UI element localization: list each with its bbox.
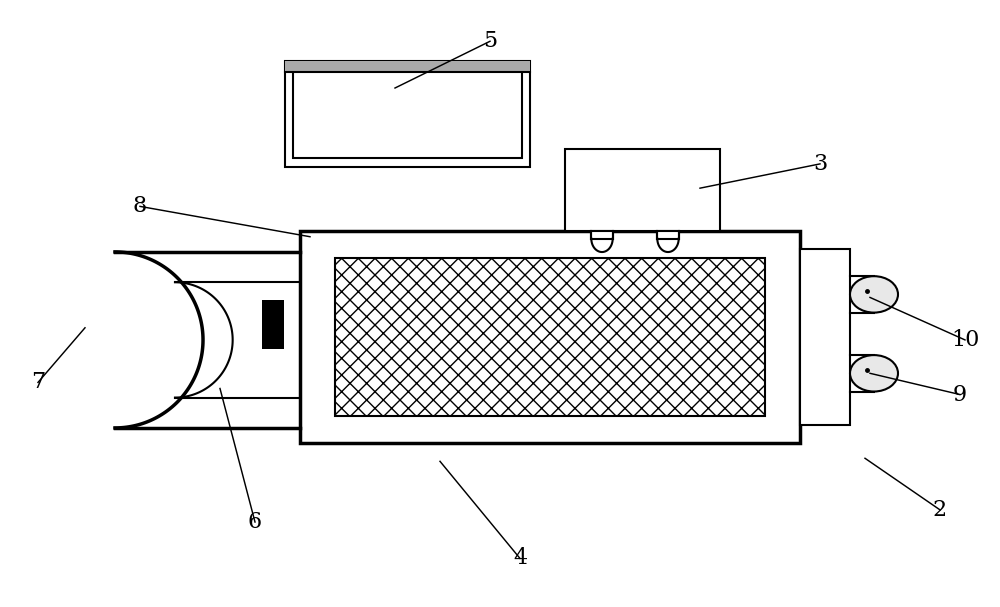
Bar [657,231,679,239]
Text: 6: 6 [248,511,262,533]
Bar [565,149,720,231]
Bar [293,69,522,158]
Bar [262,300,284,349]
Text: 8: 8 [133,195,147,217]
Bar [285,61,530,72]
Text: 10: 10 [951,329,979,351]
Text: 5: 5 [483,30,497,52]
Bar [300,231,800,443]
Bar [335,258,765,416]
Text: 4: 4 [513,548,527,569]
Bar [335,258,765,416]
Bar [591,231,613,239]
Text: 2: 2 [933,499,947,521]
Ellipse shape [850,276,898,313]
Text: 7: 7 [31,371,45,393]
Bar [285,61,530,167]
Text: 9: 9 [953,384,967,405]
Bar [800,249,850,425]
Text: 3: 3 [813,153,827,175]
Ellipse shape [850,355,898,392]
